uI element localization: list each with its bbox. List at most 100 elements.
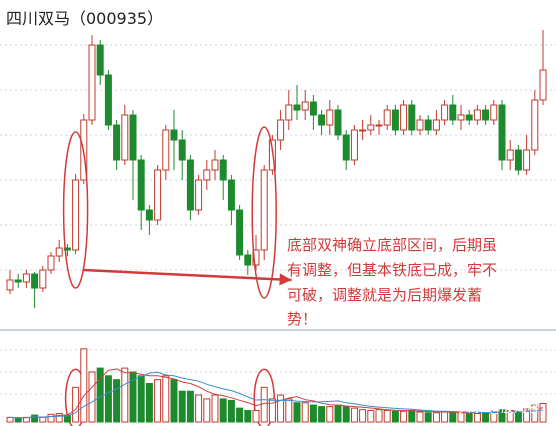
chart-title: 四川双马（000935） (6, 9, 163, 28)
volume-panel (6, 348, 547, 423)
volume-bar-down (424, 412, 432, 423)
volume-ma-line (9, 368, 544, 419)
volume-bar-up (72, 386, 80, 423)
candle-up (367, 124, 375, 131)
candle-down (318, 114, 326, 126)
volume-bar-down (293, 402, 301, 423)
volume-bar-up (383, 409, 391, 423)
volume-bar-up (6, 416, 14, 423)
volume-bar-up (523, 408, 531, 423)
volume-bar-down (244, 409, 252, 423)
candle-down (514, 149, 522, 171)
volume-bar-up (195, 394, 203, 423)
candle-down (293, 104, 301, 111)
volume-bar-up (39, 416, 47, 423)
candle-up (473, 109, 481, 121)
candle-down (31, 273, 39, 289)
arrow-shaft (83, 268, 292, 282)
volume-bar-down (334, 404, 342, 423)
volume-bar-up (539, 403, 547, 423)
grid-lines (0, 44, 556, 395)
candle-down (342, 134, 350, 161)
candle-down (334, 109, 342, 136)
volume-bar-down (318, 406, 326, 423)
volume-bar-up (359, 409, 367, 423)
volume-bar-down (178, 390, 186, 423)
volume-bar-down (342, 406, 350, 423)
volume-bar-up (88, 371, 96, 423)
candle-up (506, 149, 514, 161)
volume-bar-up (55, 413, 63, 423)
volume-bar-up (432, 412, 440, 423)
candle-down (178, 139, 186, 161)
volume-bar-down (31, 414, 39, 423)
volume-bar-up (473, 413, 481, 423)
volume-bar-up (121, 367, 129, 423)
volume-bar-down (145, 383, 153, 423)
volume-bar-down (236, 407, 244, 423)
volume-bar-down (137, 375, 145, 423)
candle-up (416, 119, 424, 131)
candle-down (14, 279, 22, 283)
candle-down (244, 254, 252, 266)
candle-down (408, 104, 416, 131)
volume-bar-up (80, 348, 88, 423)
candle-up (154, 169, 162, 221)
annotation-line-2: 有调整，但基本铁底已成，牢不 (287, 261, 497, 279)
volume-bar-up (441, 411, 449, 423)
candle-up (22, 273, 30, 283)
candle-down (145, 209, 153, 221)
candle-up (457, 114, 465, 121)
candle-up (39, 269, 47, 289)
volume-bar-up (285, 398, 293, 423)
volume-ma-line (9, 371, 544, 419)
volume-bar-down (498, 409, 506, 423)
volume-bar-down (186, 390, 194, 423)
candle-up (285, 104, 293, 121)
candle-up (88, 44, 96, 121)
candle-up (375, 124, 383, 127)
candle-up (121, 114, 129, 161)
candle-down (424, 119, 432, 131)
volume-bar-down (465, 413, 473, 423)
volume-bar-up (350, 407, 358, 423)
candle-down (63, 247, 71, 251)
candle-up (350, 129, 358, 161)
candle-up (162, 129, 170, 171)
volume-bar-down (170, 379, 178, 423)
annotation-line-4: 势！ (287, 310, 317, 328)
volume-bar-up (490, 410, 498, 423)
volume-bar-up (416, 411, 424, 423)
arrow-head (279, 273, 292, 286)
volume-bar-up (400, 410, 408, 423)
volume-bar-up (252, 409, 260, 423)
candle-up (359, 129, 367, 132)
candle-down (465, 114, 473, 121)
volume-bar-up (268, 398, 276, 423)
candle-up (326, 109, 334, 126)
candle-down (96, 44, 104, 76)
volume-bar-down (113, 379, 121, 423)
candle-up (252, 249, 260, 266)
volume-bar-down (227, 399, 235, 423)
volume-bar-up (203, 398, 211, 423)
candle-down (227, 179, 235, 211)
candle-up (211, 159, 219, 171)
candle-down (186, 159, 194, 211)
candle-up (400, 104, 408, 131)
candle-down (498, 104, 506, 161)
highlight-ellipse (62, 131, 89, 289)
candle-up (531, 99, 539, 151)
volume-bar-up (154, 379, 162, 423)
annotation-line-1: 底部双神确立底部区间，后期虽 (287, 236, 497, 254)
candle-down (137, 159, 145, 211)
volume-bar-up (367, 409, 375, 423)
candle-up (55, 247, 63, 257)
candle-down (219, 159, 227, 181)
candle-down (391, 109, 399, 131)
annotation-line-3: 可破，调整就是为后期爆发蓄 (287, 286, 482, 304)
volume-bar-down (309, 404, 317, 423)
candle-up (539, 69, 547, 101)
volume-bar-up (47, 413, 55, 423)
